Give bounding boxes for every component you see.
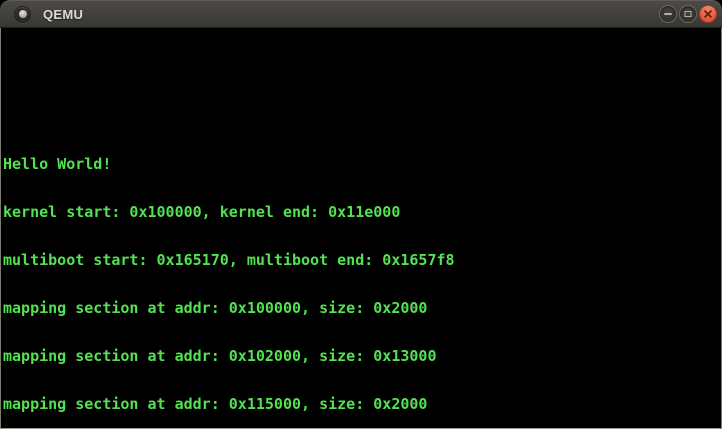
window-menu-icon (14, 5, 31, 23)
terminal-screen[interactable]: Hello World! kernel start: 0x100000, ker… (0, 28, 722, 429)
terminal-line: mapping section at addr: 0x100000, size:… (3, 299, 428, 317)
terminal-line: mapping section at addr: 0x115000, size:… (3, 395, 428, 413)
titlebar[interactable]: QEMU (0, 0, 722, 28)
window-controls (659, 5, 717, 23)
terminal-output: Hello World! kernel start: 0x100000, ker… (3, 28, 721, 428)
window-title: QEMU (43, 6, 84, 22)
minimize-icon (664, 13, 672, 15)
terminal-line: multiboot start: 0x165170, multiboot end… (3, 251, 455, 269)
terminal-line (3, 108, 721, 124)
minimize-button[interactable] (659, 5, 677, 23)
terminal-line: Hello World! (3, 155, 112, 173)
maximize-button[interactable] (679, 5, 697, 23)
window-menu-icon-dot (18, 10, 27, 18)
close-button[interactable] (699, 5, 717, 23)
terminal-line: mapping section at addr: 0x102000, size:… (3, 347, 437, 365)
terminal-line (3, 60, 721, 76)
close-icon (700, 6, 716, 22)
terminal-line: kernel start: 0x100000, kernel end: 0x11… (3, 203, 401, 221)
maximize-icon (684, 11, 692, 17)
